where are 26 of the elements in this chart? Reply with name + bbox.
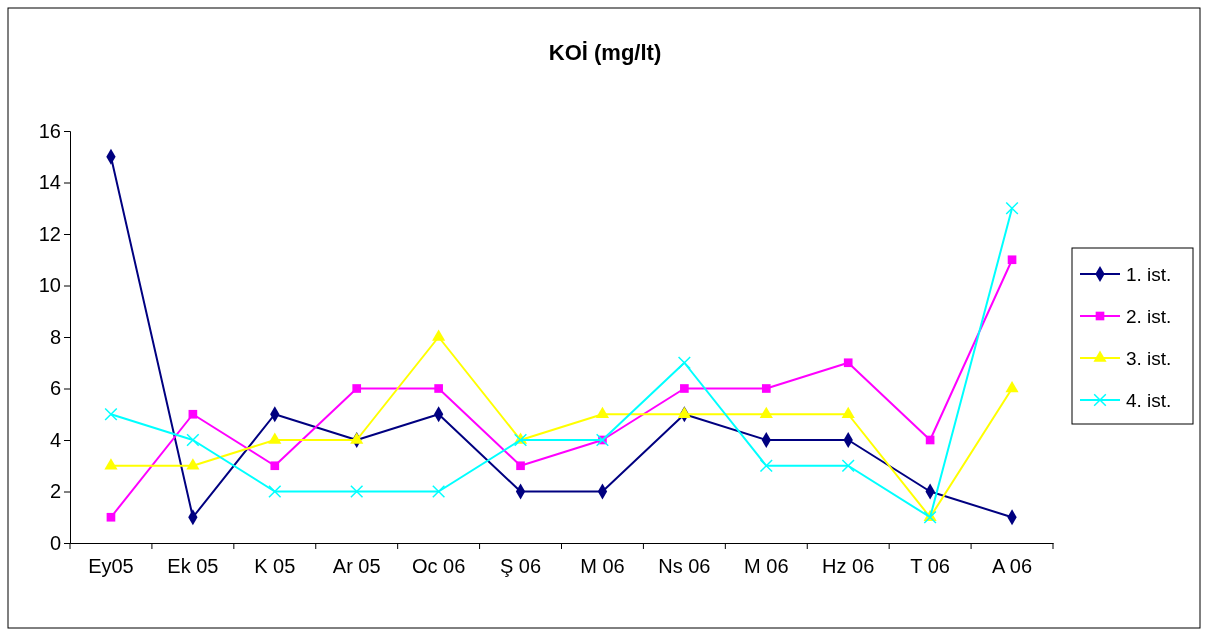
legend-label: 2. ist. xyxy=(1126,306,1172,327)
y-tick-label: 12 xyxy=(38,222,61,245)
x-tick-label: Ek 05 xyxy=(167,555,219,578)
x-tick-label: Ns 06 xyxy=(658,555,711,578)
y-tick-label: 14 xyxy=(38,171,61,194)
y-tick-label: 4 xyxy=(49,428,61,451)
y-tick-label: 6 xyxy=(49,377,61,400)
x-tick-label: M 06 xyxy=(744,555,789,578)
x-tick-label: K 05 xyxy=(254,555,296,578)
legend-label: 4. ist. xyxy=(1126,390,1172,411)
legend-label: 1. ist. xyxy=(1126,264,1172,285)
y-tick-label: 2 xyxy=(49,480,61,503)
chart-title: KOİ (mg/lt) xyxy=(548,40,662,65)
x-tick-label: Oc 06 xyxy=(411,555,466,578)
x-tick-label: M 06 xyxy=(580,555,625,578)
x-tick-label: T 06 xyxy=(910,555,950,578)
legend-label: 3. ist. xyxy=(1126,348,1172,369)
y-tick-label: 8 xyxy=(49,325,61,348)
x-tick-label: Ş 06 xyxy=(499,555,542,578)
x-tick-label: Ey05 xyxy=(88,555,134,578)
x-tick-label: Hz 06 xyxy=(822,555,875,578)
y-tick-label: 16 xyxy=(38,119,61,142)
y-tick-label: 0 xyxy=(49,531,61,554)
x-tick-label: A 06 xyxy=(992,555,1033,578)
y-tick-label: 10 xyxy=(38,274,61,297)
x-tick-label: Ar 05 xyxy=(332,555,381,578)
